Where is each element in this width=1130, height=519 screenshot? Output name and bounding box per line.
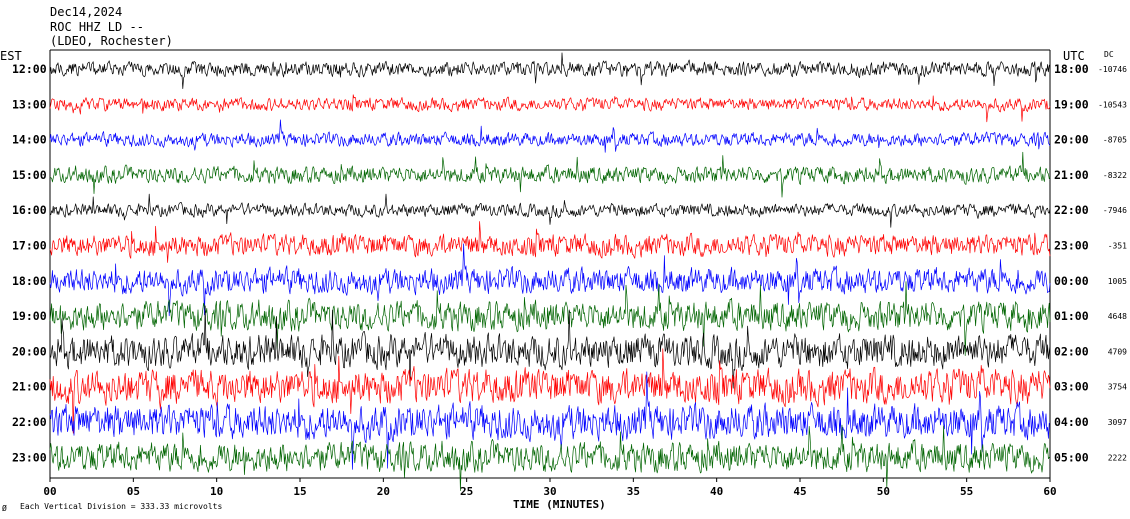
dc-offset-label: -7946 xyxy=(1103,206,1127,215)
row-labels: 12:00 18:00 -10746 13:00 19:00 -10543 14:00 20:… xyxy=(12,62,1127,464)
dc-offset-label: -8705 xyxy=(1103,136,1127,145)
local-hour-label: 14:00 xyxy=(12,133,47,147)
header-location: (LDEO, Rochester) xyxy=(50,34,173,48)
trace-row-2300 xyxy=(49,424,1051,491)
x-tick-label: 05 xyxy=(127,485,140,498)
x-tick-label: 45 xyxy=(793,485,806,498)
local-hour-label: 18:00 xyxy=(12,274,47,288)
dc-offset-label: 1005 xyxy=(1108,277,1127,286)
x-axis: 00 05 10 15 20 25 30 35 40 45 50 55 60 xyxy=(43,478,1057,498)
right-timezone-label: UTC xyxy=(1063,49,1085,63)
local-hour-label: 13:00 xyxy=(12,97,47,111)
dc-offset-label: 3097 xyxy=(1108,418,1127,427)
vertical-division-note: Each Vertical Division = 333.33 microvol… xyxy=(20,502,222,511)
trace-row-1800 xyxy=(49,243,1051,317)
x-tick-label: 00 xyxy=(43,485,56,498)
header-date: Dec14,2024 xyxy=(50,5,122,19)
utc-hour-label: 22:00 xyxy=(1054,203,1089,217)
utc-hour-label: 00:00 xyxy=(1054,274,1089,288)
dc-offset-label: -351 xyxy=(1108,242,1127,251)
dc-offset-label: 4648 xyxy=(1108,312,1127,321)
utc-hour-label: 19:00 xyxy=(1054,97,1089,111)
x-axis-title: TIME (MINUTES) xyxy=(513,498,606,511)
utc-hour-label: 03:00 xyxy=(1054,380,1089,394)
dc-offset-label: -10746 xyxy=(1098,65,1127,74)
trace-row-1600 xyxy=(50,193,1051,228)
trace-row-1700 xyxy=(49,221,1051,263)
trace-row-2100 xyxy=(49,348,1051,434)
dc-offset-label: -8322 xyxy=(1103,171,1127,180)
corner-mark: Ø xyxy=(2,503,7,513)
x-tick-label: 15 xyxy=(293,485,306,498)
utc-hour-label: 02:00 xyxy=(1054,344,1089,358)
dc-offset-label: 2222 xyxy=(1108,453,1127,462)
utc-hour-label: 21:00 xyxy=(1054,168,1089,182)
local-hour-label: 21:00 xyxy=(12,380,47,394)
utc-hour-label: 18:00 xyxy=(1054,62,1089,76)
dc-offset-label: 3754 xyxy=(1108,383,1127,392)
x-tick-label: 55 xyxy=(960,485,973,498)
utc-hour-label: 20:00 xyxy=(1054,133,1089,147)
utc-hour-label: 04:00 xyxy=(1054,415,1089,429)
dc-offset-label: -10543 xyxy=(1098,100,1127,109)
x-tick-label: 20 xyxy=(377,485,390,498)
local-hour-label: 23:00 xyxy=(12,450,47,464)
x-tick-label: 60 xyxy=(1043,485,1056,498)
trace-row-2000 xyxy=(49,305,1051,389)
trace-row-2200 xyxy=(49,371,1051,470)
trace-row-1900 xyxy=(49,281,1051,356)
dc-offset-label: 4709 xyxy=(1108,347,1127,356)
x-tick-label: 40 xyxy=(710,485,723,498)
header-station: ROC HHZ LD -- xyxy=(50,20,144,34)
local-hour-label: 22:00 xyxy=(12,415,47,429)
seismic-traces xyxy=(49,52,1051,491)
trace-row-1500 xyxy=(49,151,1051,198)
local-hour-label: 15:00 xyxy=(12,168,47,182)
local-hour-label: 19:00 xyxy=(12,309,47,323)
x-tick-label: 35 xyxy=(627,485,640,498)
trace-row-1400 xyxy=(49,119,1051,153)
local-hour-label: 16:00 xyxy=(12,203,47,217)
x-tick-label: 10 xyxy=(210,485,223,498)
dc-header-label: DC xyxy=(1104,50,1114,59)
trace-row-1300 xyxy=(49,94,1051,123)
x-tick-label: 50 xyxy=(877,485,890,498)
x-tick-label: 30 xyxy=(543,485,556,498)
local-hour-label: 12:00 xyxy=(12,62,47,76)
left-timezone-label: EST xyxy=(0,49,22,63)
local-hour-label: 17:00 xyxy=(12,239,47,253)
x-tick-label: 25 xyxy=(460,485,473,498)
utc-hour-label: 23:00 xyxy=(1054,239,1089,253)
utc-hour-label: 01:00 xyxy=(1054,309,1089,323)
local-hour-label: 20:00 xyxy=(12,344,47,358)
trace-row-1200 xyxy=(49,52,1051,89)
utc-hour-label: 05:00 xyxy=(1054,450,1089,464)
